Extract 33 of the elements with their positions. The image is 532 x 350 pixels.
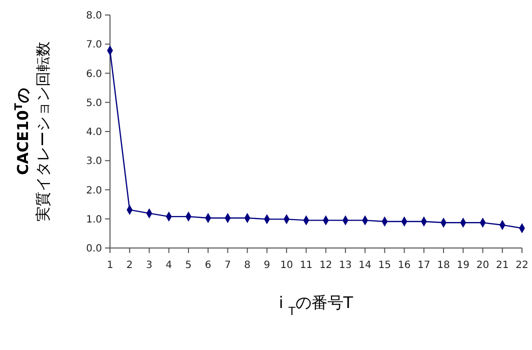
x-tick-label: 15 bbox=[378, 260, 392, 271]
y-tick-label: 5.0 bbox=[86, 98, 102, 109]
y-tick-label: 6.0 bbox=[86, 68, 102, 80]
x-tick-label: 18 bbox=[437, 260, 450, 271]
x-tick-label: 16 bbox=[398, 260, 411, 271]
x-axis-title: i $_{T}$の番号T bbox=[278, 293, 354, 318]
y-tick-label: 3.0 bbox=[86, 156, 102, 168]
x-tick-label: 5 bbox=[185, 260, 192, 271]
x-tick-label: 22 bbox=[516, 260, 528, 271]
x-tick-label: 13 bbox=[339, 260, 352, 271]
y-tick-label: 8.0 bbox=[86, 10, 102, 22]
x-tick-label: 17 bbox=[418, 260, 430, 271]
y-tick-label: 7.0 bbox=[86, 40, 102, 51]
y-tick-label: 4.0 bbox=[86, 127, 102, 138]
x-tick-label: 4 bbox=[166, 260, 172, 271]
x-tick-label: 6 bbox=[204, 260, 212, 271]
y-axis-title: 実質イタレーション回転数 bbox=[34, 42, 52, 222]
x-tick-label: 7 bbox=[224, 260, 231, 271]
x-tick-label: 2 bbox=[126, 260, 133, 271]
x-tick-label: 3 bbox=[146, 260, 152, 271]
x-tick-label: 10 bbox=[280, 260, 293, 271]
y-tick-label: 1.0 bbox=[86, 214, 102, 226]
x-tick-label: 11 bbox=[300, 260, 313, 271]
y-tick-label: 0.0 bbox=[86, 244, 102, 254]
x-tick-label: 1 bbox=[106, 260, 114, 271]
x-tick-label: 12 bbox=[319, 260, 332, 271]
x-tick-label: 21 bbox=[496, 260, 509, 271]
x-tick-label: 19 bbox=[456, 260, 470, 271]
x-tick-label: 8 bbox=[244, 260, 251, 271]
x-tick-label: 9 bbox=[264, 260, 270, 271]
x-tick-label: 14 bbox=[358, 260, 372, 271]
y-tick-label: 2.0 bbox=[86, 185, 102, 196]
x-tick-label: 20 bbox=[476, 260, 490, 271]
